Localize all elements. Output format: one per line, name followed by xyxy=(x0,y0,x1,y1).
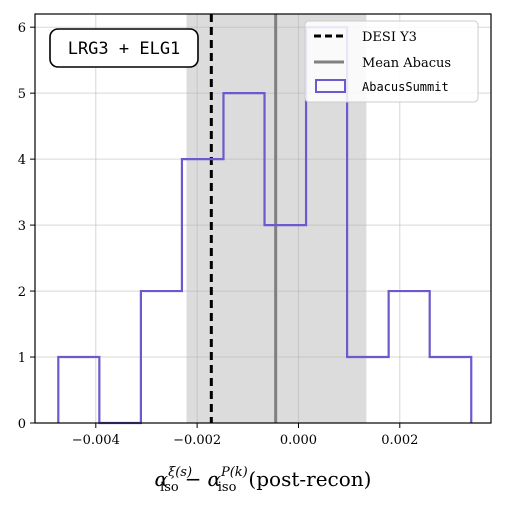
legend: DESI Y3 Mean Abacus AbacusSummit xyxy=(304,20,479,103)
x-tick-label-3: 0.002 xyxy=(381,433,418,448)
x-tick-label-0: −0.004 xyxy=(72,433,120,448)
legend-swatch-abacussummit xyxy=(315,79,346,93)
panel-badge: LRG3 + ELG1 xyxy=(49,28,199,68)
y-tick-label-4: 4 xyxy=(18,153,26,168)
legend-label-abacussummit: AbacusSummit xyxy=(362,80,449,94)
y-tick-label-0: 0 xyxy=(18,417,26,432)
x-tick-label-2: 0.000 xyxy=(280,433,317,448)
x-tick-label-1: −0.002 xyxy=(173,433,221,448)
panel-badge-text: LRG3 + ELG1 xyxy=(68,39,181,59)
plot-frame xyxy=(34,13,492,424)
y-tick-label-5: 5 xyxy=(18,87,26,102)
y-tick-label-2: 2 xyxy=(18,285,26,300)
tick-layer: −0.004 −0.002 0.000 0.002 0 1 2 3 4 5 6 xyxy=(18,21,419,448)
legend-label-desi-y3: DESI Y3 xyxy=(362,30,417,45)
x-axis-label: αξ(s) iso − αP(k) iso (post-recon) xyxy=(155,465,372,495)
vertical-lines-layer xyxy=(209,14,278,423)
y-tick-label-1: 1 xyxy=(18,351,26,366)
y-tick-label-3: 3 xyxy=(18,219,26,234)
y-tick-label-6: 6 xyxy=(18,21,26,36)
legend-label-mean-abacus: Mean Abacus xyxy=(362,56,451,71)
